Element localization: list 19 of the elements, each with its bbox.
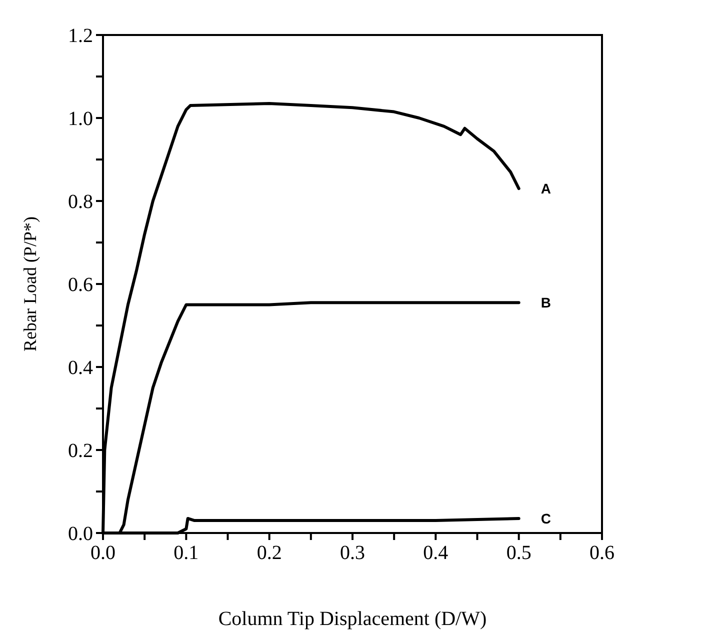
series-label: C [540,510,551,526]
series-label: B [540,294,551,311]
y-axis-title: Rebar Load (P/P*) [20,216,40,352]
series-label: A [540,180,551,197]
y-tick-label: 0.6 [68,274,93,296]
x-axis-title: Column Tip Displacement (D/W) [218,608,487,630]
y-tick-label: 0.8 [68,191,93,213]
y-tick-label: 0.2 [68,440,93,462]
y-tick-label: 0.4 [68,357,93,379]
x-tick-label: 0.6 [590,542,614,564]
x-tick-label: 0.2 [256,542,282,564]
x-tick-label: 0.4 [423,542,448,564]
y-tick-label: 1.0 [68,108,93,130]
y-tick-label: 0.0 [68,523,93,545]
y-tick-label: 1.2 [68,25,93,47]
x-tick-label: 0.1 [174,542,199,564]
x-tick-label: 0.5 [506,542,532,564]
x-tick-label: 0.0 [90,542,116,564]
x-tick-label: 0.3 [340,542,365,564]
